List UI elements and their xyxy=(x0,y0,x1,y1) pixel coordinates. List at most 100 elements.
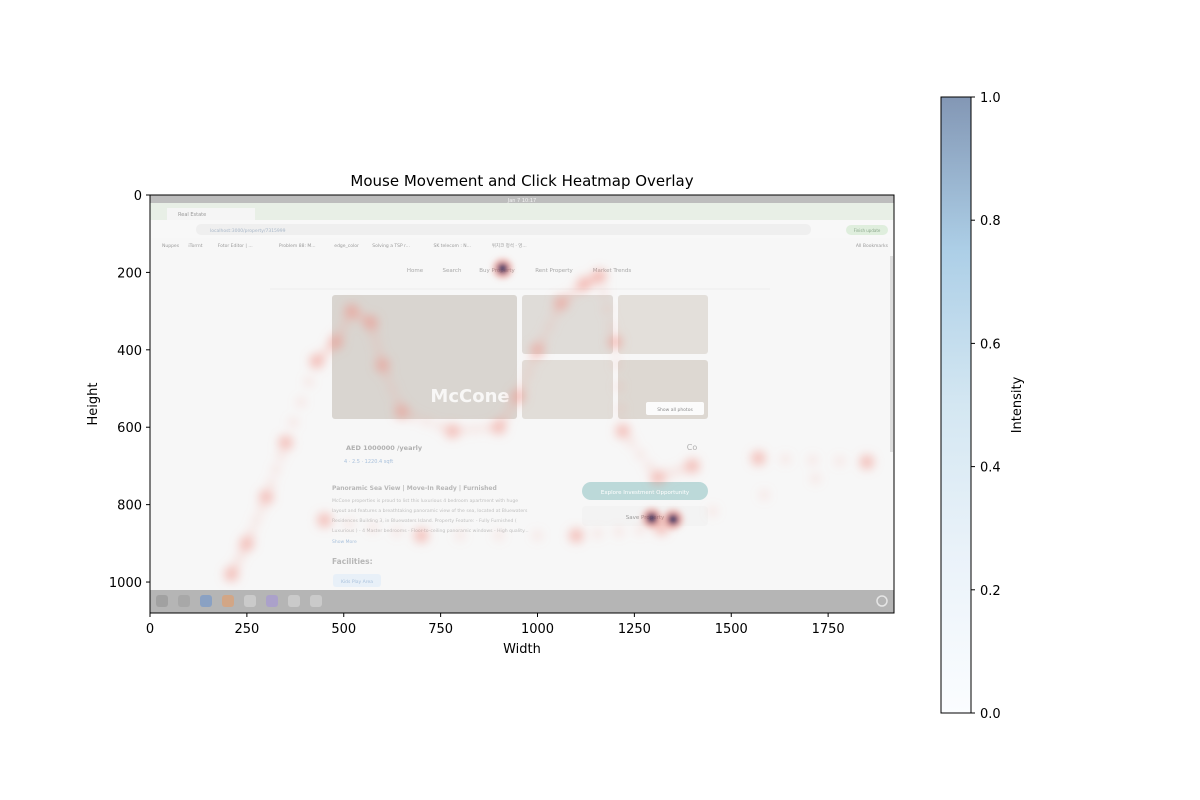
click-heat-point xyxy=(497,263,508,274)
movement-heat-point xyxy=(751,451,766,466)
movement-heat-trail xyxy=(383,372,392,381)
movement-heat-point xyxy=(239,536,254,551)
movement-heat-point xyxy=(445,424,460,439)
movement-heat-trail xyxy=(636,450,645,459)
movement-heat-trail xyxy=(435,422,444,431)
listing-headline: Panoramic Sea View | Move-In Ready | Fur… xyxy=(332,485,497,492)
x-tick-label: 1500 xyxy=(715,622,748,637)
os-clock: Jan 7 10:17 xyxy=(507,198,536,204)
movement-heat-trail xyxy=(539,334,548,343)
y-tick-label: 0 xyxy=(134,189,142,204)
movement-heat-trail xyxy=(811,474,820,483)
movement-heat-point xyxy=(224,567,239,582)
main-photo[interactable] xyxy=(332,295,517,419)
taskbar-app-icon[interactable] xyxy=(288,595,300,607)
movement-heat-trail xyxy=(483,424,492,433)
x-axis: 0 250 500 750 1000 1250 1500 1750 xyxy=(146,613,845,637)
settings-icon[interactable] xyxy=(876,595,888,607)
listing-price: AED 1000000 /yearly xyxy=(346,444,423,452)
movement-heat-trail xyxy=(550,310,559,319)
page-scrollbar[interactable] xyxy=(890,256,893,452)
movement-heat-trail xyxy=(562,294,571,303)
site-nav-item[interactable]: Search xyxy=(443,268,462,274)
movement-heat-trail xyxy=(235,554,244,563)
movement-heat-trail xyxy=(662,470,671,479)
chart-title: Mouse Movement and Click Heatmap Overlay xyxy=(350,172,693,190)
plot-frame xyxy=(149,194,895,614)
movement-heat-point xyxy=(317,513,332,528)
bookmark-item[interactable]: 위치코 정석 · 엉... xyxy=(492,242,527,249)
movement-heat-trail xyxy=(375,350,384,359)
movement-heat-trail xyxy=(372,340,381,349)
movement-heat-point xyxy=(363,315,378,330)
y-tick-label: 1000 xyxy=(109,576,142,591)
explore-investment-button[interactable] xyxy=(582,482,708,500)
movement-heat-trail xyxy=(456,531,464,540)
bookmark-item[interactable]: Nuppes xyxy=(162,243,180,249)
movement-heat-point xyxy=(375,358,390,373)
x-tick-label: 1250 xyxy=(618,622,651,637)
description-line: layout and features a breathtaking panor… xyxy=(332,508,528,514)
site-nav-item[interactable]: Home xyxy=(407,268,424,274)
site-nav-item[interactable]: Rent Property xyxy=(535,268,573,274)
x-tick-label: 750 xyxy=(428,622,453,637)
movement-heat-trail xyxy=(760,490,769,499)
taskbar-app-icon[interactable] xyxy=(310,595,322,607)
browser-tab[interactable] xyxy=(167,208,255,220)
bookmark-item[interactable]: edge_color xyxy=(334,243,359,249)
y-tick-label: 600 xyxy=(117,421,142,436)
bookmark-item[interactable]: Problem 88: M... xyxy=(279,243,316,249)
movement-heat-point xyxy=(650,470,665,485)
y-tick-label: 400 xyxy=(117,344,142,359)
address-bar[interactable] xyxy=(196,224,811,235)
movement-heat-trail xyxy=(518,380,527,389)
taskbar-app-icon[interactable] xyxy=(266,595,278,607)
bookmark-item[interactable]: Fotor Editor | ... xyxy=(218,243,253,249)
taskbar-app-icon[interactable] xyxy=(156,595,168,607)
taskbar-app-icon[interactable] xyxy=(244,595,256,607)
all-bookmarks[interactable]: All Bookmarks xyxy=(856,243,889,249)
site-nav-item[interactable]: Market Trends xyxy=(593,268,632,274)
facilities-heading: Facilities: xyxy=(332,557,373,566)
movement-heat-trail xyxy=(612,360,621,369)
movement-heat-point xyxy=(615,424,630,439)
bookmark-item[interactable]: iTorrnt xyxy=(188,243,202,249)
movement-heat-point xyxy=(859,455,874,470)
movement-heat-trail xyxy=(835,457,844,466)
movement-heat-trail xyxy=(393,396,402,405)
movement-heat-trail xyxy=(708,507,717,516)
bookmark-item[interactable]: SK telecom : N... xyxy=(434,243,471,249)
movement-heat-trail xyxy=(304,377,313,386)
show-all-photos-button[interactable] xyxy=(646,402,704,415)
photo-4[interactable] xyxy=(522,360,613,419)
description-line: McCone properties is proud to list this … xyxy=(332,498,518,504)
movement-heat-trail xyxy=(252,516,261,525)
movement-heat-trail xyxy=(297,398,306,407)
movement-heat-trail xyxy=(636,525,645,534)
colorbar-tick-label: 0.0 xyxy=(980,707,1001,722)
movement-heat-trail xyxy=(545,322,554,331)
movement-heat-trail xyxy=(627,438,636,447)
movement-heat-trail xyxy=(614,382,623,391)
click-heat-point xyxy=(668,514,679,525)
taskbar-app-icon[interactable] xyxy=(200,595,212,607)
movement-heat-trail xyxy=(276,452,285,461)
movement-heat-trail xyxy=(614,527,623,536)
screenshot-background: Jan 7 10:17 Real Estate localhost:3000/p… xyxy=(150,195,894,613)
colorbar-label: Intensity xyxy=(1010,376,1025,433)
taskbar-app-icon[interactable] xyxy=(178,595,190,607)
taskbar-app-icon[interactable] xyxy=(222,595,234,607)
movement-heat-trail xyxy=(603,305,612,314)
movement-heat-trail xyxy=(423,417,432,426)
movement-heat-trail xyxy=(369,329,378,338)
movement-heat-point xyxy=(259,489,274,504)
movement-heat-trail xyxy=(322,347,331,356)
agent-badge: Co xyxy=(687,443,698,452)
movement-heat-layer xyxy=(224,269,874,582)
movement-heat-point xyxy=(491,420,506,435)
show-more-link[interactable]: Show More xyxy=(332,539,357,545)
photo-3[interactable] xyxy=(618,295,708,354)
update-button[interactable] xyxy=(846,225,888,235)
bookmark-item[interactable]: Solving a TSP r... xyxy=(372,243,410,249)
